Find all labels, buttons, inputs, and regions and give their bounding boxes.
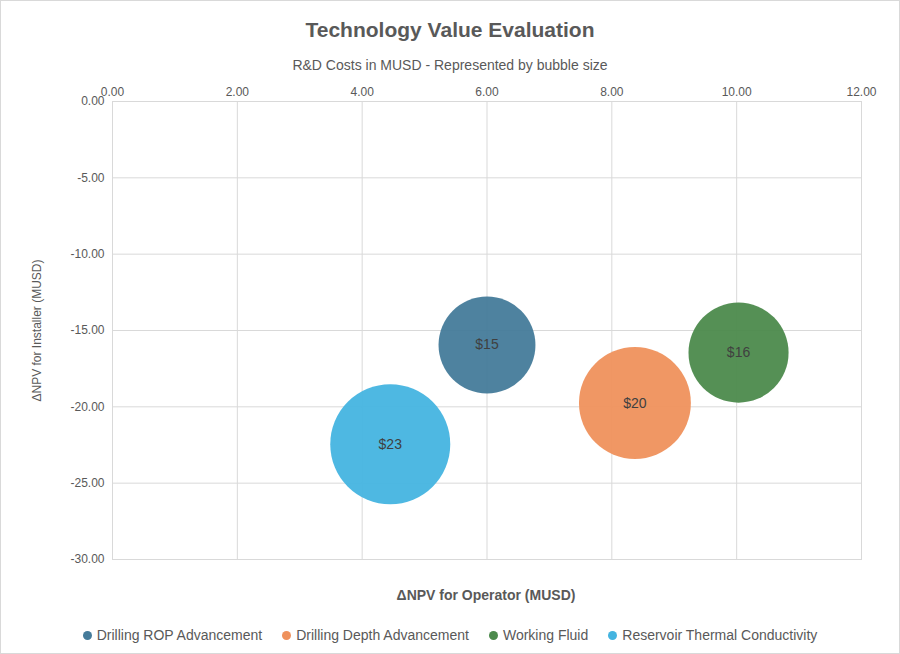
html-text:ΔNPV for Operator (MUSD): ΔNPV for Operator (MUSD) bbox=[396, 587, 576, 603]
svg-text:6.00: 6.00 bbox=[475, 85, 499, 99]
svg-text:-15.00: -15.00 bbox=[70, 323, 104, 337]
svg-text:12.00: 12.00 bbox=[846, 85, 876, 99]
html-text:Drilling Depth Advancement: Drilling Depth Advancement bbox=[296, 627, 469, 643]
svg-text:-25.00: -25.00 bbox=[70, 476, 104, 490]
svg-text:2.00: 2.00 bbox=[226, 85, 250, 99]
svg-text:-30.00: -30.00 bbox=[70, 552, 104, 566]
svg-text:$20: $20 bbox=[623, 394, 647, 410]
svg-text:-5.00: -5.00 bbox=[77, 171, 105, 185]
html-text:R&D Costs in MUSD - Represente: R&D Costs in MUSD - Represented by bubbl… bbox=[292, 57, 608, 73]
svg-text:-20.00: -20.00 bbox=[70, 400, 104, 414]
svg-text:$15: $15 bbox=[475, 336, 499, 352]
svg-text:$23: $23 bbox=[379, 436, 403, 452]
html-text:Working Fluid: Working Fluid bbox=[502, 627, 589, 643]
svg-text:4.00: 4.00 bbox=[350, 85, 374, 99]
html-text:Drilling ROP Advancement: Drilling ROP Advancement bbox=[96, 627, 263, 643]
svg-text:0.00: 0.00 bbox=[100, 84, 125, 99]
svg-text:0.00: 0.00 bbox=[81, 94, 105, 108]
svg-text:ΔNPV for Installer (MUSD): ΔNPV for Installer (MUSD) bbox=[30, 259, 44, 401]
svg-text:-10.00: -10.00 bbox=[70, 247, 104, 261]
html-text:Technology Value Evaluation: Technology Value Evaluation bbox=[305, 18, 595, 41]
svg-text:8.00: 8.00 bbox=[600, 85, 624, 99]
svg-text:$16: $16 bbox=[727, 344, 751, 360]
html-text:Reservoir Thermal Conductivity: Reservoir Thermal Conductivity bbox=[622, 627, 818, 643]
svg-text:10.00: 10.00 bbox=[722, 85, 752, 99]
